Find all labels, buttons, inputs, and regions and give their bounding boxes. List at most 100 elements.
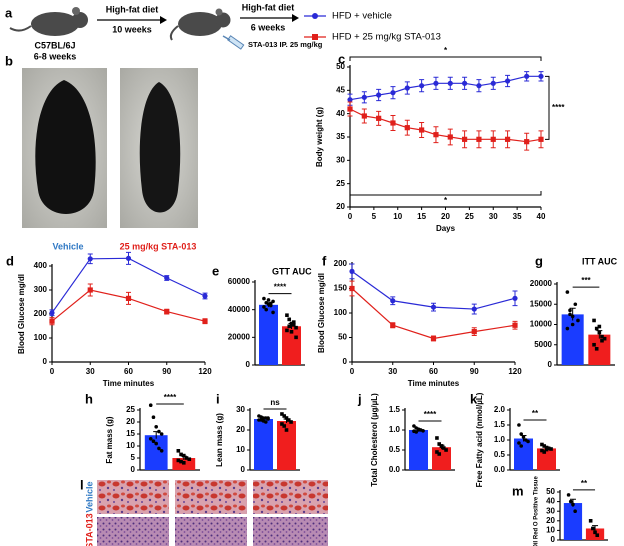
marker [433, 80, 439, 86]
y-tick-label: 50 [546, 487, 555, 496]
marker [519, 432, 524, 436]
marker [490, 80, 496, 86]
marker [154, 425, 158, 429]
marker [271, 299, 275, 304]
error-bar [569, 307, 576, 321]
marker [566, 493, 571, 497]
panel-letter: g [535, 253, 543, 268]
y-tick-label: 100 [34, 333, 48, 342]
marker [597, 330, 602, 335]
x-tick-label: 60 [429, 367, 438, 376]
y-tick-label: 35 [336, 132, 345, 141]
marker [568, 312, 572, 317]
x-tick-label: 15 [417, 212, 426, 221]
histology-tile [175, 517, 247, 546]
legend-label: HFD + vehicle [332, 11, 392, 22]
y-tick-label: 20000 [530, 279, 553, 288]
marker [524, 73, 530, 79]
chart-title: ITT AUC [582, 256, 618, 266]
marker [600, 334, 604, 339]
y-tick-label: 200 [34, 309, 48, 318]
mouse-photo [139, 82, 181, 213]
photo-caption: Vehicle [52, 241, 83, 251]
marker [347, 106, 353, 112]
y-tick-label: 0 [241, 465, 246, 474]
marker [504, 78, 511, 84]
marker [602, 336, 607, 341]
marker [376, 115, 382, 121]
marker [540, 442, 544, 447]
age: 6-8 weeks [34, 51, 77, 61]
marker [361, 113, 367, 119]
marker [148, 437, 153, 441]
marker [462, 136, 468, 142]
marker [571, 502, 575, 507]
panel-letter: i [216, 391, 220, 406]
y-tick-label: 0.5 [494, 450, 506, 459]
y-axis-label: Fat mass (g) [105, 416, 114, 463]
y-axis-label: Total Cholesterol (µg/µL) [370, 393, 379, 487]
significance-label: * [444, 196, 448, 205]
marker [349, 268, 355, 274]
y-tick-label: 50 [338, 333, 347, 342]
y-tick-label: 60000 [228, 277, 251, 286]
x-tick-label: 30 [86, 367, 95, 376]
x-tick-label: 0 [348, 212, 353, 221]
marker [592, 318, 596, 323]
marker [504, 136, 511, 142]
marker [570, 314, 575, 319]
marker [284, 428, 289, 432]
marker [285, 313, 289, 317]
y-tick-label: 0 [246, 360, 251, 369]
arrow-head [292, 14, 299, 22]
marker [266, 416, 270, 420]
y-tick-label: 40000 [228, 305, 251, 314]
marker [268, 301, 273, 306]
diet-duration: 10 weeks [112, 24, 152, 34]
y-tick-label: 1.5 [389, 405, 401, 414]
marker [284, 416, 289, 420]
marker [291, 320, 296, 324]
bar [254, 419, 273, 470]
marker [435, 450, 439, 454]
marker [573, 509, 577, 513]
marker [588, 519, 593, 523]
marker [594, 347, 599, 351]
marker [439, 444, 444, 448]
x-axis-label: Time minutes [408, 379, 460, 388]
strain: C57BL/6J [34, 40, 75, 50]
marker [282, 414, 287, 418]
marker [282, 424, 287, 428]
y-tick-label: 150 [334, 284, 348, 293]
marker [164, 309, 170, 315]
diet-duration: 6 weeks [251, 22, 286, 32]
bar [409, 430, 428, 470]
bar [432, 447, 451, 470]
significance-label: ** [581, 479, 588, 488]
y-tick-label: 25 [126, 405, 135, 414]
y-tick-label: 10 [236, 445, 245, 454]
error-bar [592, 525, 599, 532]
x-tick-label: 90 [470, 367, 479, 376]
marker [125, 295, 132, 301]
panel-letter: h [85, 391, 93, 406]
marker [287, 324, 292, 329]
bar [277, 421, 296, 470]
marker [376, 92, 382, 98]
marker [519, 444, 524, 448]
legend-marker [312, 34, 318, 40]
panel-letter: b [5, 53, 13, 68]
y-tick-label: 5 [131, 453, 136, 462]
marker [294, 325, 298, 330]
marker [437, 452, 442, 456]
marker [538, 73, 544, 79]
marker [595, 533, 600, 537]
y-tick-label: 45 [336, 85, 345, 94]
marker [154, 441, 158, 446]
marker [437, 442, 442, 446]
x-tick-label: 0 [350, 367, 355, 376]
histology-tile [253, 480, 328, 514]
diet-title: High-fat diet [242, 2, 295, 12]
marker [280, 412, 284, 416]
x-tick-label: 35 [513, 212, 522, 221]
